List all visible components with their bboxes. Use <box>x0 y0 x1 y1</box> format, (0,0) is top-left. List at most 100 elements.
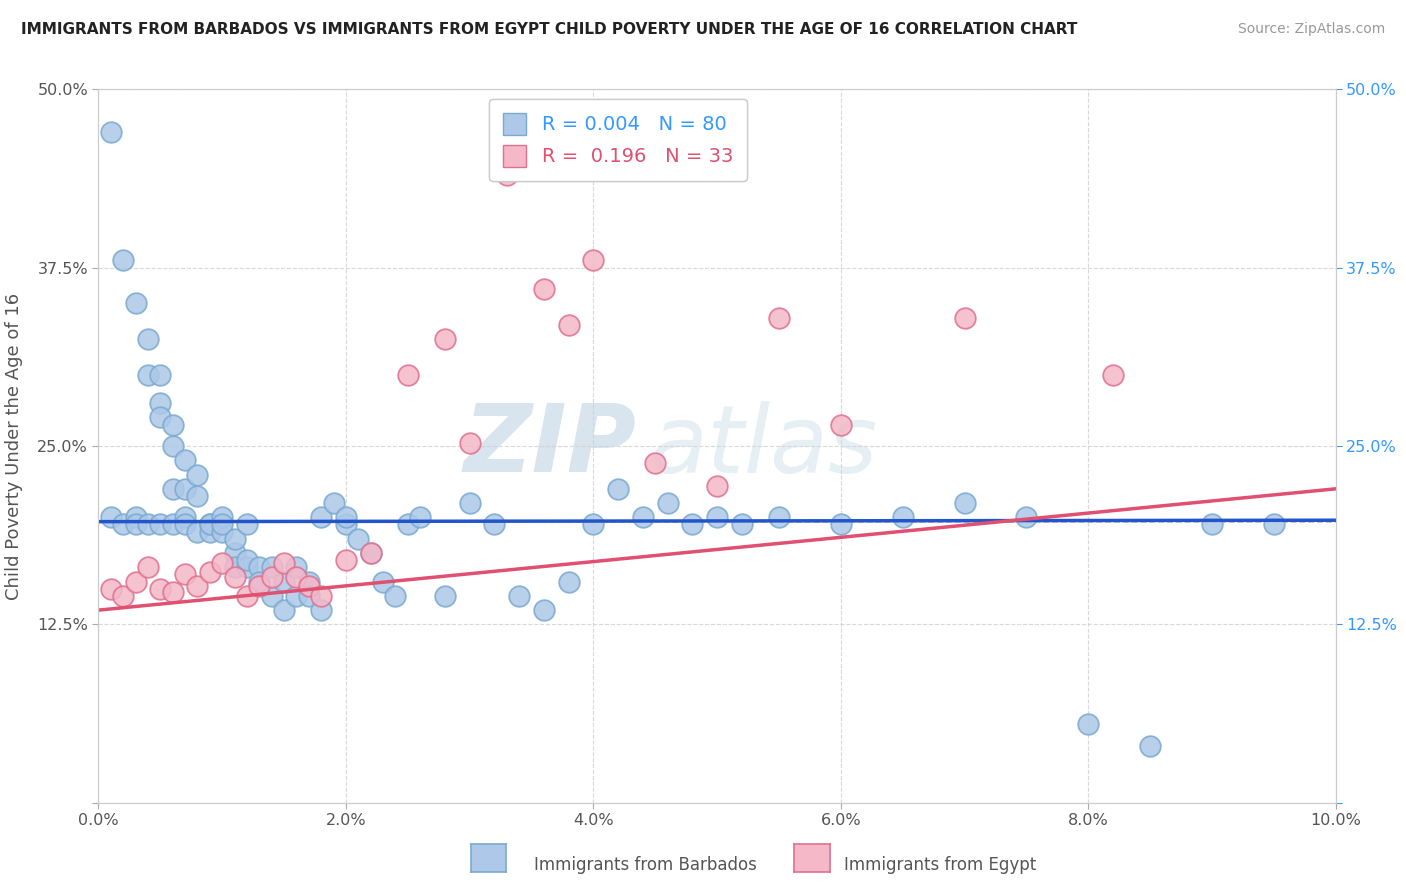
Point <box>186 467 208 482</box>
Point <box>100 510 122 524</box>
Point <box>557 318 579 332</box>
Point <box>174 567 197 582</box>
Text: Immigrants from Barbados: Immigrants from Barbados <box>534 856 758 874</box>
Point <box>174 510 197 524</box>
Point <box>100 582 122 596</box>
Point <box>706 479 728 493</box>
Point <box>347 532 370 546</box>
Point <box>124 574 146 589</box>
Point <box>198 517 221 532</box>
Point <box>495 168 517 182</box>
Point <box>112 517 135 532</box>
Point <box>136 517 159 532</box>
Point <box>644 456 666 470</box>
Point <box>360 546 382 560</box>
Point <box>112 253 135 268</box>
Point <box>186 489 208 503</box>
Point <box>224 560 246 574</box>
Point <box>1077 717 1099 731</box>
Point <box>484 517 506 532</box>
Text: Source: ZipAtlas.com: Source: ZipAtlas.com <box>1237 22 1385 37</box>
Point <box>335 553 357 567</box>
Text: atlas: atlas <box>650 401 877 491</box>
Point <box>112 589 135 603</box>
Point <box>247 579 270 593</box>
Point <box>953 496 976 510</box>
Point <box>260 560 283 574</box>
Point <box>224 546 246 560</box>
Point <box>136 560 159 574</box>
Point <box>162 417 184 432</box>
Point <box>224 532 246 546</box>
Point <box>458 496 481 510</box>
Point <box>706 510 728 524</box>
Point <box>174 517 197 532</box>
Point <box>224 570 246 584</box>
Point <box>309 603 332 617</box>
Point <box>273 574 295 589</box>
Point <box>607 482 630 496</box>
Point <box>731 517 754 532</box>
Point <box>198 524 221 539</box>
Point <box>533 282 555 296</box>
Point <box>309 589 332 603</box>
Point <box>186 524 208 539</box>
Point <box>409 510 432 524</box>
Point <box>396 517 419 532</box>
Point <box>211 510 233 524</box>
Point <box>335 517 357 532</box>
Point <box>533 603 555 617</box>
Text: IMMIGRANTS FROM BARBADOS VS IMMIGRANTS FROM EGYPT CHILD POVERTY UNDER THE AGE OF: IMMIGRANTS FROM BARBADOS VS IMMIGRANTS F… <box>21 22 1077 37</box>
Point <box>260 589 283 603</box>
Text: ZIP: ZIP <box>464 400 637 492</box>
Point <box>285 560 308 574</box>
Point <box>186 579 208 593</box>
Point <box>285 570 308 584</box>
Point <box>657 496 679 510</box>
Point <box>1201 517 1223 532</box>
Point <box>273 556 295 570</box>
Point <box>149 368 172 382</box>
Point <box>891 510 914 524</box>
Point <box>557 574 579 589</box>
Point <box>508 589 530 603</box>
Point <box>1102 368 1125 382</box>
Point <box>149 517 172 532</box>
Point <box>162 517 184 532</box>
Point <box>433 332 456 346</box>
Point <box>298 574 321 589</box>
Point <box>1015 510 1038 524</box>
Point <box>285 589 308 603</box>
Point <box>236 560 259 574</box>
Point <box>149 410 172 425</box>
Point <box>100 125 122 139</box>
Point <box>631 510 654 524</box>
Point <box>247 574 270 589</box>
Point <box>433 589 456 603</box>
Point <box>149 396 172 410</box>
Point <box>198 517 221 532</box>
Point <box>360 546 382 560</box>
Point <box>236 553 259 567</box>
Point <box>174 482 197 496</box>
Point <box>162 482 184 496</box>
Point <box>384 589 406 603</box>
Point <box>273 603 295 617</box>
Point <box>124 296 146 310</box>
Point <box>211 524 233 539</box>
Point <box>124 517 146 532</box>
Text: Immigrants from Egypt: Immigrants from Egypt <box>844 856 1036 874</box>
Point <box>260 570 283 584</box>
Point <box>149 582 172 596</box>
Point <box>582 253 605 268</box>
Point <box>1139 739 1161 753</box>
Point <box>136 332 159 346</box>
Point <box>136 368 159 382</box>
Legend: R = 0.004   N = 80, R =  0.196   N = 33: R = 0.004 N = 80, R = 0.196 N = 33 <box>489 99 747 181</box>
Point <box>953 310 976 325</box>
Point <box>124 510 146 524</box>
Point <box>830 517 852 532</box>
Point <box>236 589 259 603</box>
Point <box>322 496 344 510</box>
Point <box>371 574 394 589</box>
